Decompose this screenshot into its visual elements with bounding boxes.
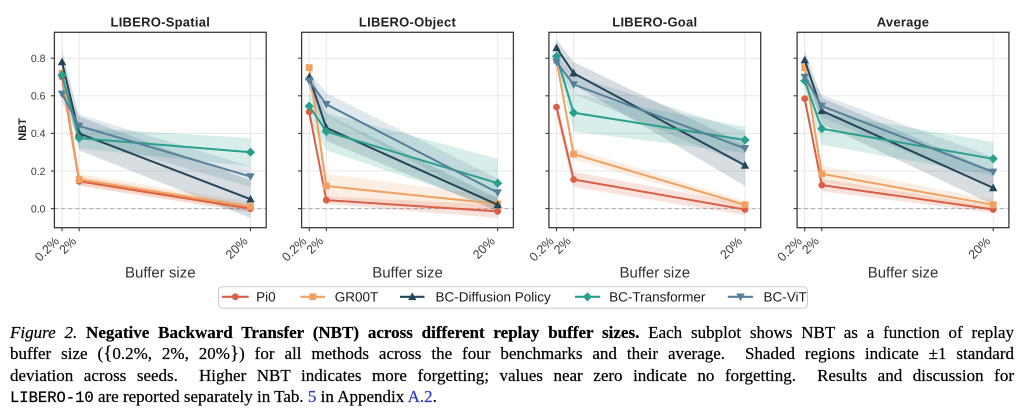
svg-text:LIBERO-Goal: LIBERO-Goal	[612, 14, 697, 29]
svg-text:Buffer size: Buffer size	[868, 265, 939, 282]
svg-text:LIBERO-Object: LIBERO-Object	[359, 14, 457, 29]
svg-text:0.6: 0.6	[31, 91, 46, 103]
svg-text:0.0: 0.0	[31, 203, 46, 215]
svg-text:GR00T: GR00T	[335, 289, 379, 304]
svg-text:0.4: 0.4	[31, 128, 46, 140]
svg-text:NBT: NBT	[17, 118, 29, 141]
svg-text:Buffer size: Buffer size	[620, 265, 691, 282]
svg-text:0.8: 0.8	[31, 53, 46, 65]
svg-text:Average: Average	[877, 14, 930, 29]
svg-text:0.2: 0.2	[31, 166, 46, 178]
svg-text:Buffer size: Buffer size	[125, 265, 196, 282]
svg-text:BC-Diffusion Policy: BC-Diffusion Policy	[436, 289, 552, 304]
svg-text:Pi0: Pi0	[256, 289, 276, 304]
svg-text:BC-ViT: BC-ViT	[764, 289, 807, 304]
svg-text:Buffer size: Buffer size	[372, 265, 443, 282]
svg-text:LIBERO-Spatial: LIBERO-Spatial	[111, 14, 211, 29]
svg-text:BC-Transformer: BC-Transformer	[609, 289, 706, 304]
